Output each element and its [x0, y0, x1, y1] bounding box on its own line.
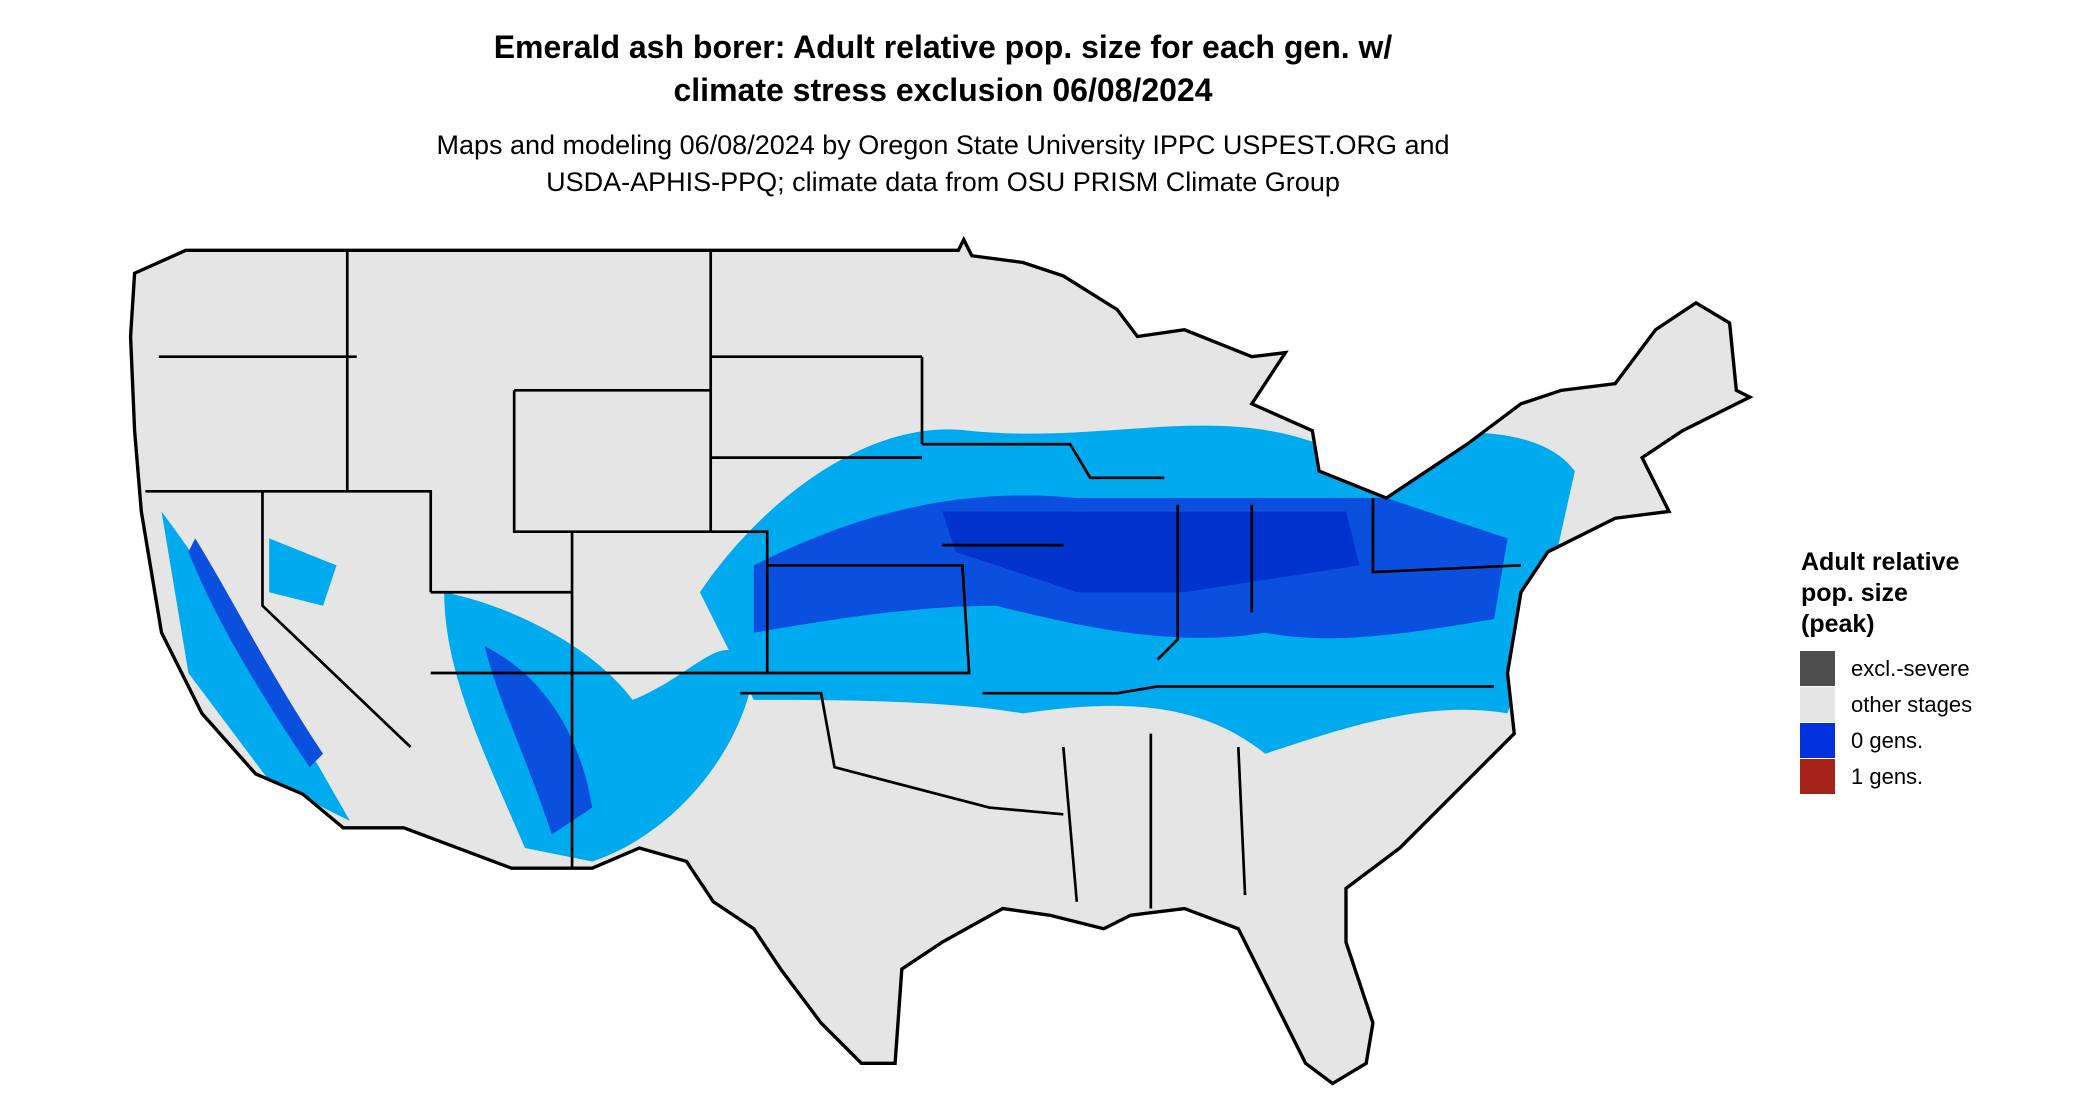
- map: [128, 237, 1752, 1086]
- legend-title: Adult relative: [1801, 548, 1959, 576]
- legend-label: excl.-severe: [1851, 656, 1970, 681]
- legend: Adult relative pop. size (peak) excl.-se…: [1800, 548, 1972, 794]
- light-zone: [269, 538, 337, 606]
- legend-label: 1 gens.: [1851, 764, 1923, 789]
- state-borders: [145, 250, 1522, 909]
- mid-zone: [188, 538, 324, 768]
- title: Emerald ash borer: Adult relative pop. s…: [494, 29, 1393, 65]
- legend-swatch: [1800, 687, 1835, 722]
- legend-label: 0 gens.: [1851, 728, 1923, 753]
- legend-swatch: [1800, 723, 1835, 758]
- legend-title: pop. size: [1801, 579, 1908, 607]
- legend-swatch: [1800, 651, 1835, 686]
- subtitle: USDA-APHIS-PPQ; climate data from OSU PR…: [546, 167, 1340, 197]
- legend-swatch: [1800, 759, 1835, 794]
- title: climate stress exclusion 06/08/2024: [673, 72, 1212, 108]
- legend-items: excl.-severe other stages 0 gens. 1 gens.: [1800, 651, 1972, 794]
- dark-zone: [942, 511, 1360, 593]
- subtitle: Maps and modeling 06/08/2024 by Oregon S…: [436, 130, 1449, 160]
- legend-label: other stages: [1851, 692, 1972, 717]
- mid-zone: [484, 646, 593, 835]
- legend-title: (peak): [1801, 610, 1875, 638]
- light-zone: [444, 592, 754, 862]
